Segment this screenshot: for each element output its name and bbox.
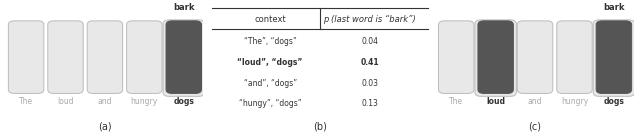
- Text: 0.04: 0.04: [362, 37, 378, 46]
- FancyBboxPatch shape: [593, 20, 635, 96]
- Text: bark: bark: [173, 3, 195, 12]
- FancyBboxPatch shape: [517, 21, 553, 93]
- Text: (a): (a): [98, 121, 112, 131]
- FancyBboxPatch shape: [127, 21, 162, 93]
- Text: hungry: hungry: [131, 97, 158, 106]
- FancyBboxPatch shape: [8, 21, 44, 93]
- Text: loud: loud: [486, 97, 505, 106]
- FancyBboxPatch shape: [48, 21, 83, 93]
- Text: The: The: [19, 97, 33, 106]
- FancyBboxPatch shape: [475, 20, 516, 96]
- FancyBboxPatch shape: [166, 21, 202, 93]
- Text: and: and: [98, 97, 112, 106]
- Text: p (last word is “bark”): p (last word is “bark”): [323, 15, 416, 24]
- Text: bark: bark: [603, 3, 625, 12]
- Text: “and”, “dogs”: “and”, “dogs”: [244, 79, 297, 88]
- Text: 0.03: 0.03: [362, 79, 378, 88]
- Text: dogs: dogs: [173, 97, 194, 106]
- Text: 0.41: 0.41: [360, 58, 379, 67]
- Text: “hungy”, “dogs”: “hungy”, “dogs”: [239, 99, 301, 108]
- Text: (b): (b): [313, 121, 327, 131]
- Text: (c): (c): [529, 121, 541, 131]
- Text: The: The: [449, 97, 463, 106]
- FancyBboxPatch shape: [557, 21, 592, 93]
- Text: and: and: [528, 97, 542, 106]
- FancyBboxPatch shape: [163, 20, 204, 96]
- FancyBboxPatch shape: [87, 21, 123, 93]
- Text: “loud”, “dogs”: “loud”, “dogs”: [237, 58, 303, 67]
- Text: loud: loud: [57, 97, 74, 106]
- FancyBboxPatch shape: [438, 21, 474, 93]
- Text: “The”, “dogs”: “The”, “dogs”: [244, 37, 296, 46]
- Text: 0.13: 0.13: [362, 99, 378, 108]
- Text: dogs: dogs: [604, 97, 625, 106]
- Text: context: context: [254, 15, 286, 24]
- FancyBboxPatch shape: [596, 21, 632, 93]
- FancyBboxPatch shape: [478, 21, 513, 93]
- Text: hungry: hungry: [561, 97, 588, 106]
